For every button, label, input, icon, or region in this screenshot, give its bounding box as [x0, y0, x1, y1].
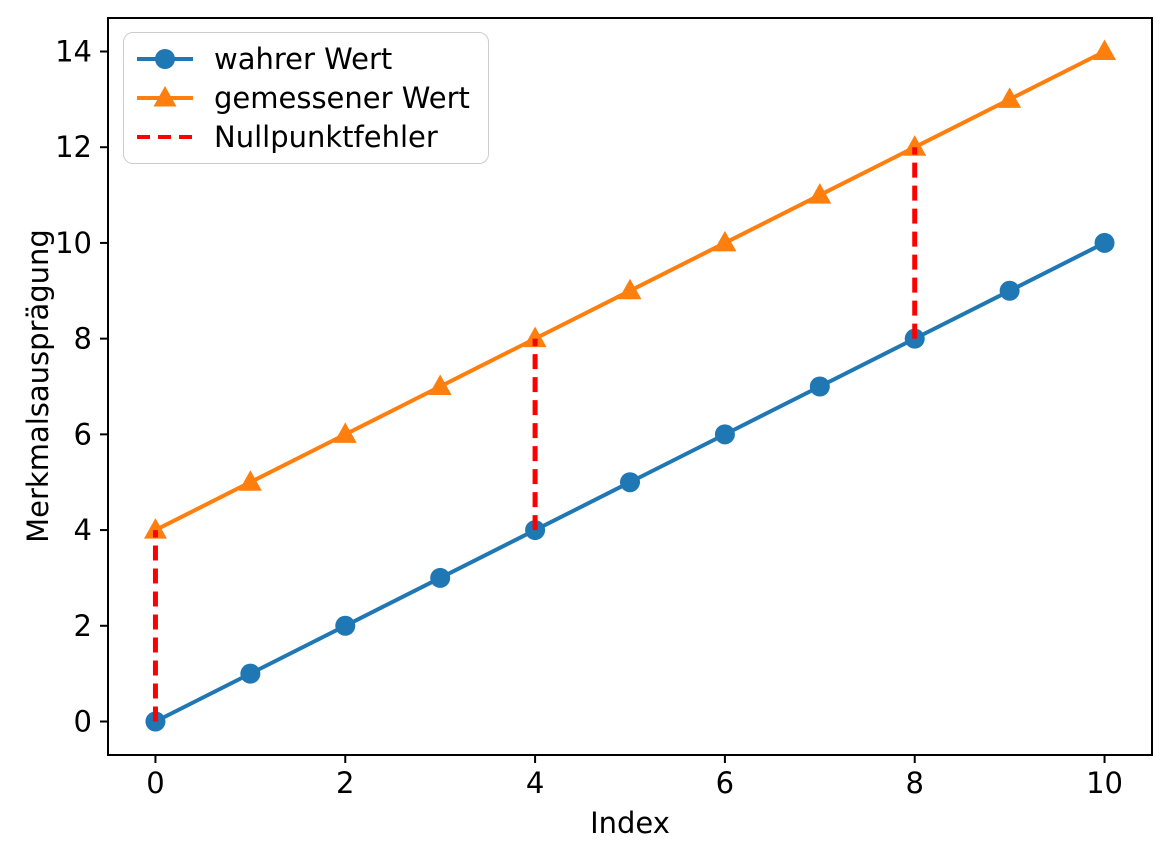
circle-marker	[1094, 232, 1115, 253]
legend-label: wahrer Wert	[214, 42, 393, 76]
y-tick-label: 8	[74, 322, 92, 356]
triangle-marker	[523, 326, 547, 348]
x-axis: 0 2 4 6 8 10	[146, 755, 1123, 800]
x-axis-label: Index	[590, 806, 670, 840]
y-tick-label: 10	[55, 226, 92, 260]
legend-label: Nullpunktfehler	[214, 120, 438, 154]
y-tick-label: 2	[74, 609, 92, 643]
y-axis-label: Merkmalsausprägung	[21, 229, 55, 543]
x-tick-label: 2	[336, 766, 354, 800]
circle-marker	[620, 472, 640, 493]
y-tick-label: 6	[74, 417, 92, 451]
x-tick-label: 8	[906, 766, 924, 800]
series-gemessener-wert	[143, 39, 1117, 539]
y-tick-label: 12	[55, 130, 92, 164]
legend-sample-triangle-up-icon	[137, 86, 193, 107]
y-tick-label: 4	[74, 513, 92, 547]
legend-item: wahrer Wert	[136, 41, 470, 77]
x-tick-label: 10	[1086, 766, 1123, 800]
triangle-marker	[998, 87, 1022, 108]
circle-marker	[714, 424, 735, 445]
legend-item: Nullpunktfehler	[136, 119, 470, 155]
triangle-marker	[238, 470, 262, 491]
legend-triangle-marker	[153, 86, 177, 107]
legend-label: gemessener Wert	[214, 81, 470, 115]
circle-marker	[240, 663, 261, 684]
triangle-marker	[428, 374, 452, 395]
series-wahrer-wert	[145, 232, 1115, 732]
x-tick-label: 6	[716, 766, 734, 800]
annotation-nullpunktfehler	[152, 147, 918, 722]
circle-marker	[430, 567, 451, 588]
triangle-marker	[1093, 39, 1117, 60]
triangle-marker	[713, 230, 737, 252]
circle-marker	[999, 280, 1020, 301]
y-tick-label: 14	[55, 35, 92, 69]
triangle-marker	[903, 135, 927, 156]
y-axis: 0 2 4 6 8 10 12 14	[55, 35, 108, 739]
legend-sample-dashed-line-icon	[137, 135, 193, 139]
x-tick-label: 0	[146, 766, 164, 800]
triangle-marker	[808, 183, 832, 204]
legend-sample-circle-icon	[137, 49, 193, 69]
legend-item: gemessener Wert	[136, 80, 470, 116]
triangle-marker	[143, 518, 167, 539]
plot-frame	[107, 17, 1153, 756]
circle-marker	[809, 376, 830, 397]
legend: wahrer Wert gemessener Wert Nullpunktfehle…	[123, 32, 489, 164]
triangle-marker	[333, 422, 357, 443]
circle-marker	[335, 615, 356, 636]
legend-circle-marker	[155, 49, 175, 69]
triangle-marker	[618, 278, 642, 300]
x-tick-label: 4	[526, 766, 544, 800]
y-tick-label: 0	[74, 705, 92, 739]
